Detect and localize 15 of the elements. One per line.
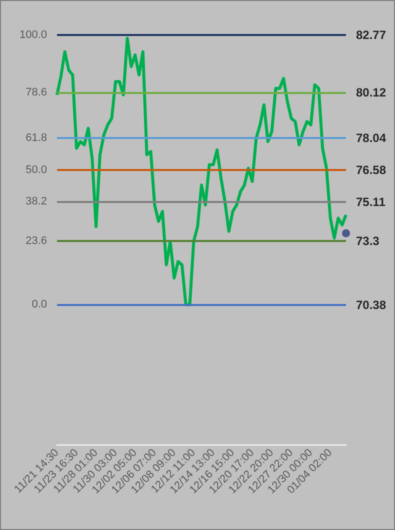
y2-tick-label: 76.58 <box>356 162 386 177</box>
y2-tick-label: 82.77 <box>356 28 386 42</box>
y-tick-label: 50.0 <box>26 164 47 176</box>
y-tick-label: 61.8 <box>26 132 47 144</box>
y2-tick-label: 75.11 <box>356 194 386 209</box>
y-tick-label: 23.6 <box>26 235 47 248</box>
y-tick-label: 0.0 <box>32 298 47 311</box>
y-tick-label: 100.0 <box>19 29 47 41</box>
y-tick-label: 78.6 <box>26 86 47 99</box>
y-tick-label: 38.2 <box>26 196 47 208</box>
y2-tick-label: 80.12 <box>356 86 386 100</box>
y2-tick-label: 78.04 <box>356 130 386 145</box>
y2-tick-label: 73.3 <box>356 234 380 248</box>
line-series <box>56 36 348 306</box>
y2-tick-label: 70.38 <box>356 298 386 312</box>
